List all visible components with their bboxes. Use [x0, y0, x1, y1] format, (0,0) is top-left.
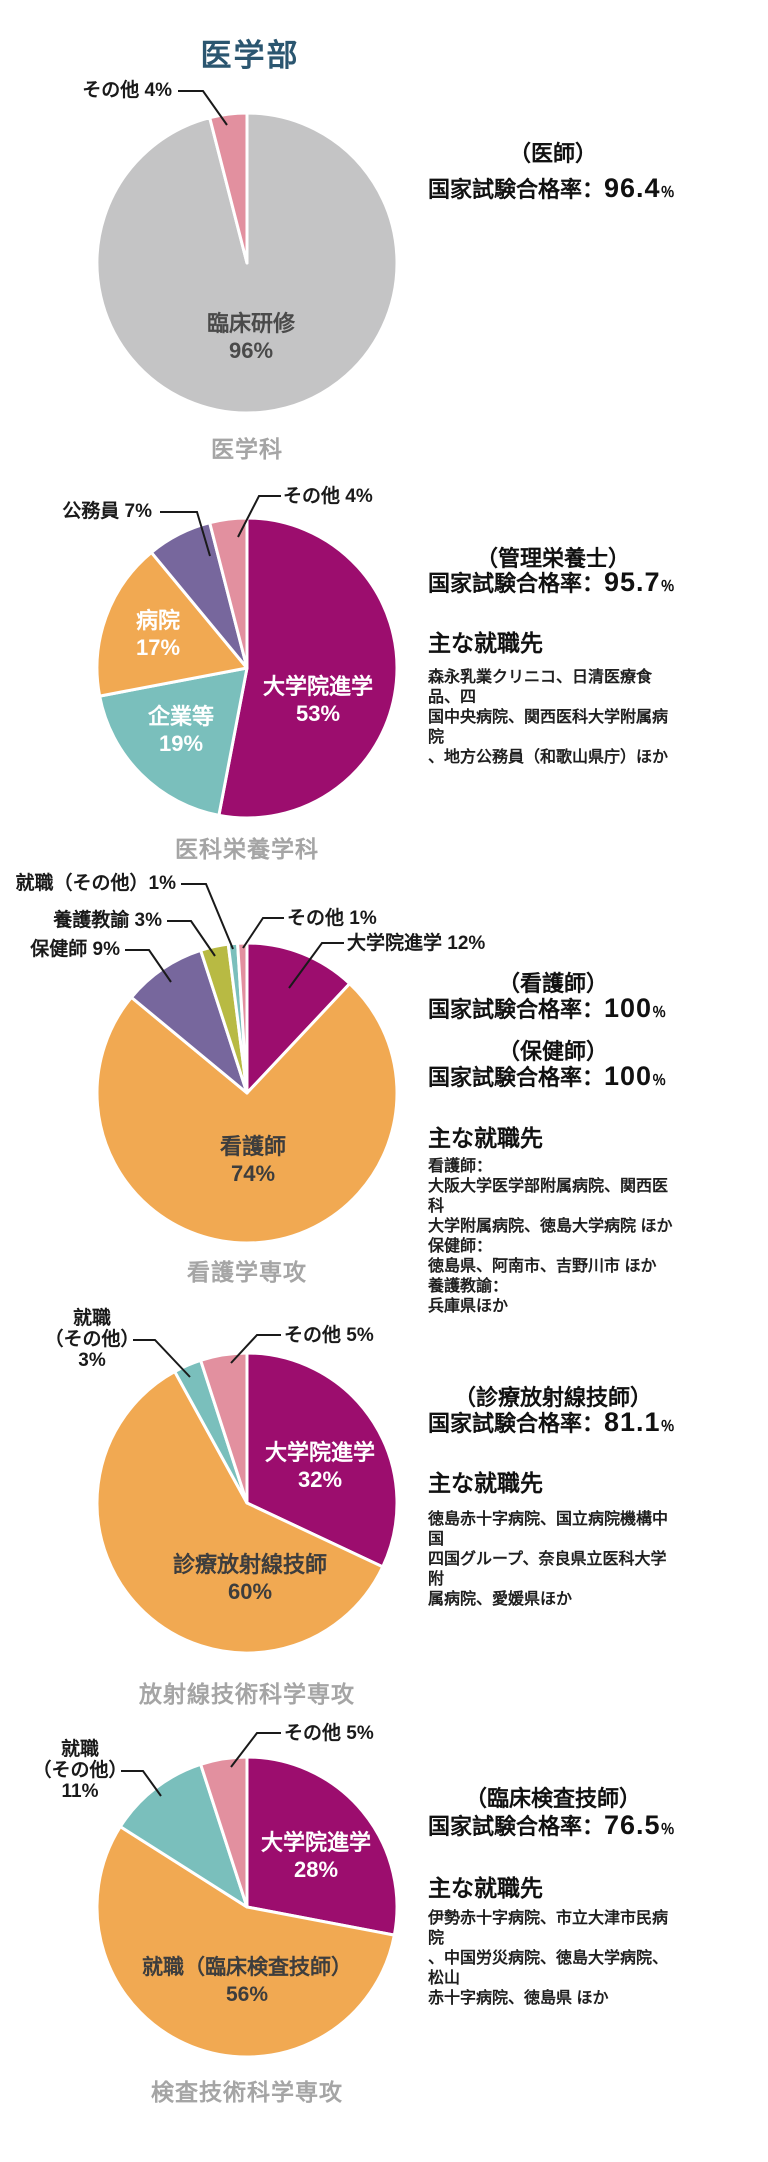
pie-slice-label: 診療放射線技師 60%	[172, 1552, 328, 1604]
employers-list: 看護師： 大阪大学医学部附属病院、関西医科 大学附属病院、徳島大学病院 ほか 保…	[428, 1158, 673, 1315]
pie-slice	[95, 1370, 385, 1655]
exam-pass-rate: 国家試験合格率：95.7％	[428, 566, 678, 598]
rate-value: 95.7	[604, 567, 661, 597]
pie-slice	[98, 666, 249, 817]
pie-chart-laboratory	[95, 1755, 399, 2059]
employers-heading: 主な就職先	[428, 1875, 543, 1901]
page-title: 医学部	[200, 38, 300, 73]
rate-value: 100	[604, 993, 653, 1023]
exam-pass-rate: 国家試験合格率：81.1％	[428, 1406, 678, 1438]
pie-slice	[245, 1351, 399, 1569]
pie-slice-label: 大学院進学 32%	[264, 1440, 376, 1492]
rate-unit: ％	[660, 1821, 675, 1837]
rate-unit: ％	[652, 1072, 667, 1088]
rate-label: 国家試験合格率：	[428, 997, 605, 1022]
pie-slice	[95, 982, 399, 1245]
rate-label: 国家試験合格率：	[428, 571, 605, 596]
exam-pass-rate: 国家試験合格率：100％	[428, 1060, 678, 1092]
pie-chart-medicine	[95, 111, 399, 415]
license-name: （保健師）	[497, 1039, 608, 1064]
rate-value: 100	[604, 1061, 653, 1091]
pie-slice	[217, 516, 399, 820]
chart-caption: 検査技術科学専攻	[151, 2079, 343, 2105]
rate-value: 76.5	[604, 1810, 661, 1840]
rate-unit: ％	[660, 578, 675, 594]
employers-heading: 主な就職先	[428, 630, 543, 656]
pie-slice	[95, 550, 249, 698]
pie-callout-label: 公務員 7%	[62, 501, 152, 522]
pie-callout-label: その他 4%	[82, 80, 172, 101]
rate-label: 国家試験合格率：	[428, 1065, 605, 1090]
pie-slice-label: 大学院進学 28%	[260, 1830, 372, 1882]
exam-pass-rate: 国家試験合格率：100％	[428, 992, 678, 1024]
pie-callout-label: 就職 （その他） 11%	[32, 1739, 128, 1802]
employers-list: 徳島赤十字病院、国立病院機構中国 四国グループ、奈良県立医科大学附 属病院、愛媛…	[428, 1511, 669, 1608]
pie-callout-label: その他 4%	[283, 486, 373, 507]
pie-slice	[95, 1825, 396, 2059]
license-name: （医師）	[508, 141, 597, 166]
chart-caption: 放射線技術科学専攻	[139, 1681, 355, 1707]
license-name: （診療放射線技師）	[453, 1385, 652, 1410]
chart-caption: 看護学専攻	[187, 1259, 307, 1285]
rate-label: 国家試験合格率：	[428, 1411, 605, 1436]
pie-chart-radiology	[95, 1351, 399, 1655]
pie-slice-label: 看護師 74%	[219, 1134, 287, 1186]
rate-unit: ％	[660, 184, 675, 200]
pie-callout-label: その他 5%	[284, 1325, 374, 1346]
rate-unit: ％	[652, 1004, 667, 1020]
pie-callout-label: 養護教諭 3%	[53, 910, 162, 931]
chart-caption: 医科栄養学科	[175, 836, 319, 862]
pie-chart-nutrition	[95, 516, 399, 820]
chart-caption: 医学科	[211, 436, 283, 462]
pie-slice-label: 就職（臨床検査技師） 56%	[142, 1956, 352, 2006]
pie-slice-label: 大学院進学 53%	[262, 674, 374, 726]
pie-slice-label: 臨床研修 96%	[206, 311, 296, 363]
employers-list: 森永乳業クリニコ、日清医療食品、四 国中央病院、関西医科大学附属病院 、地方公務…	[428, 669, 669, 766]
exam-pass-rate: 国家試験合格率：76.5％	[428, 1809, 678, 1841]
pie-slice-label: 企業等 19%	[147, 704, 215, 756]
pie-callout-label: その他 5%	[284, 1723, 374, 1744]
pie-callout-label: 保健師 9%	[30, 939, 120, 960]
exam-pass-rate: 国家試験合格率：96.4％	[428, 172, 678, 204]
pie-callout-label: 就職 （その他） 3%	[44, 1308, 140, 1371]
pie-callout-label: その他 1%	[287, 908, 377, 929]
rate-label: 国家試験合格率：	[428, 177, 605, 202]
pie-slice-label: 病院 17%	[135, 608, 181, 660]
pie-chart-nursing	[95, 941, 399, 1245]
rate-unit: ％	[660, 1418, 675, 1434]
license-name: （管理栄養士）	[475, 546, 630, 571]
employers-heading: 主な就職先	[428, 1125, 543, 1151]
pie-callout-label: 就職（その他）1%	[15, 873, 176, 894]
employers-heading: 主な就職先	[428, 1470, 543, 1496]
pie-callout-label: 大学院進学 12%	[347, 933, 486, 954]
rate-label: 国家試験合格率：	[428, 1814, 605, 1839]
rate-value: 96.4	[604, 173, 661, 203]
license-name: （臨床検査技師）	[464, 1786, 641, 1811]
employers-list: 伊勢赤十字病院、市立大津市民病院 、中国労災病院、徳島大学病院、松山 赤十字病院…	[428, 1910, 669, 2007]
license-name: （看護師）	[497, 971, 608, 996]
rate-value: 81.1	[604, 1407, 661, 1437]
